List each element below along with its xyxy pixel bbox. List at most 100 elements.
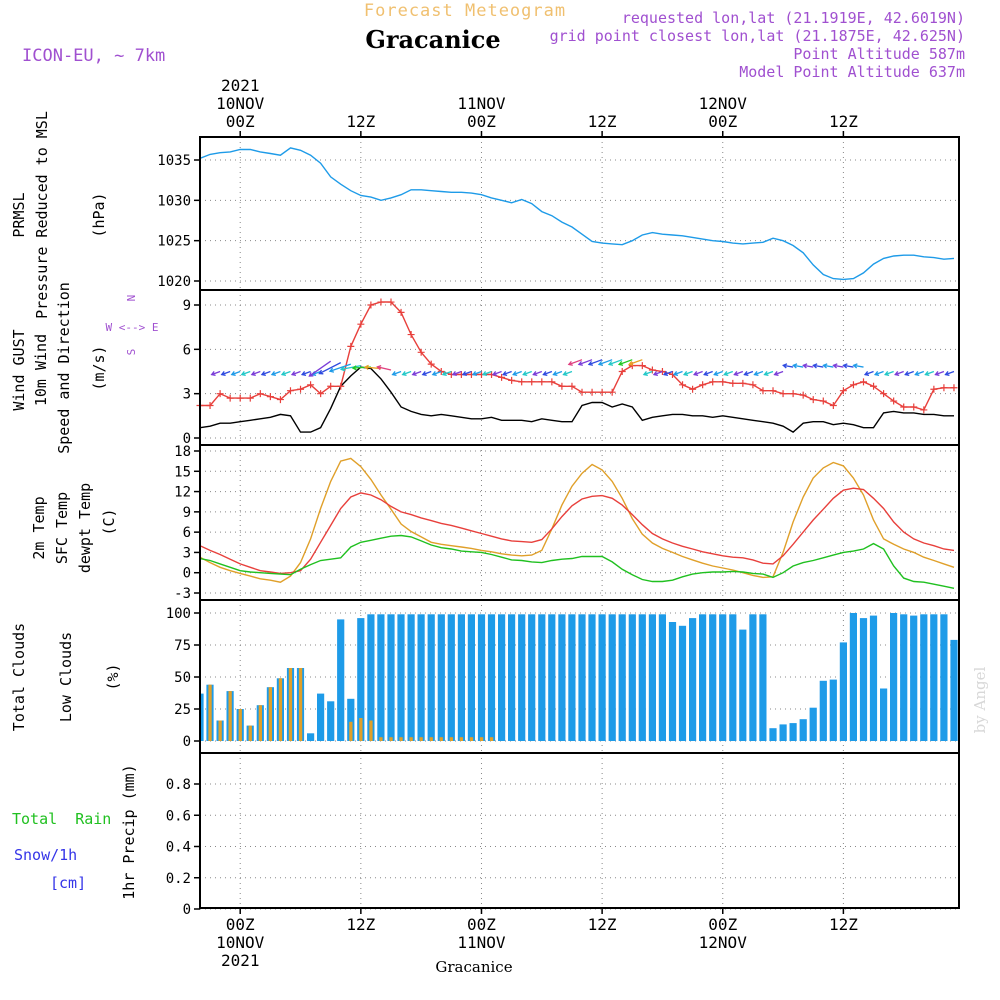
temp-label-sfc: SFC Temp — [53, 492, 71, 564]
low-cloud-bar — [439, 737, 443, 741]
total-cloud-bar — [588, 614, 596, 741]
wind-arrow-head — [376, 365, 382, 371]
wind-arrow-head — [652, 371, 659, 376]
top-time-label: 12Z — [346, 112, 375, 131]
wind-direction-arrow — [553, 370, 563, 376]
wind-direction-arrow — [683, 370, 693, 376]
wind-direction-arrow — [734, 370, 744, 376]
wind-direction-arrow — [523, 370, 532, 376]
total-cloud-bar — [638, 614, 646, 741]
wind-gust-marker — [719, 378, 727, 386]
wind-ylabel: Wind GUST 10m Wind Speed and Direction (… — [10, 282, 158, 454]
wind-arrow-head — [411, 371, 417, 376]
total-cloud-bar — [307, 733, 315, 741]
wind-gust-marker — [648, 366, 656, 374]
wind-direction-arrow — [578, 359, 593, 366]
total-cloud-bar — [467, 614, 475, 741]
wind-gust-marker — [739, 379, 747, 387]
wind-gust-marker — [638, 362, 646, 370]
y-tick-label: 3 — [183, 387, 191, 403]
total-cloud-bar — [668, 622, 677, 741]
wind-gust-marker — [870, 382, 878, 390]
wind-gust-marker — [266, 393, 274, 401]
wind-gust-marker — [518, 378, 526, 386]
wind-arrow-head — [884, 371, 890, 376]
wind-direction-arrow — [442, 370, 452, 376]
wind-direction-arrow — [643, 370, 653, 376]
wind-gust-marker — [930, 385, 938, 393]
wind-label-10m: 10m Wind — [32, 334, 50, 406]
wind-direction-arrow — [281, 370, 291, 376]
wind-arrow-head — [552, 371, 558, 376]
total-cloud-bar — [759, 614, 767, 741]
y-tick-label: 0 — [183, 734, 191, 750]
y-tick-label: 0 — [183, 431, 191, 447]
wind-arrow-head — [693, 371, 699, 376]
total-cloud-bar — [437, 614, 445, 741]
wind-arrow-head — [832, 363, 838, 369]
panel-pressure-grid: 1020 1025 1030 1035 — [157, 137, 959, 290]
wind-gust-marker — [297, 385, 305, 393]
bottom-time-label: 12Z — [346, 915, 375, 934]
wind-direction-arrow — [653, 370, 663, 376]
wind-arrow-head — [723, 371, 729, 376]
sfc-temp-line — [199, 457, 955, 583]
wind-gust-marker — [829, 401, 837, 409]
wind-direction-arrow — [905, 370, 914, 376]
precip-ylabel: 1hr Precip (mm) Total Rain Snow/1h [cm] — [12, 764, 138, 899]
wind-direction-arrow — [704, 370, 713, 376]
total-cloud-bar — [869, 615, 878, 741]
total-cloud-bar — [457, 614, 465, 741]
wind-gust-marker — [528, 378, 536, 386]
wind-gust-marker — [327, 382, 335, 390]
wind-arrow-head — [318, 369, 324, 375]
wind-direction-arrow — [935, 370, 945, 376]
wind-direction-arrow — [843, 364, 854, 368]
wind-gust-marker — [900, 403, 908, 411]
wind-arrow-head — [308, 372, 314, 377]
total-cloud-bar — [880, 688, 888, 741]
low-cloud-bar — [409, 737, 413, 741]
wind-gust-marker — [749, 381, 757, 389]
wind-direction-arrow — [211, 370, 221, 376]
total-cloud-bar — [799, 719, 807, 741]
wind-direction-arrow — [724, 370, 734, 376]
wind-gust-marker — [809, 396, 817, 404]
wind-direction-arrow — [618, 359, 633, 366]
wind-gust-marker — [679, 381, 687, 389]
low-cloud-bar — [369, 720, 373, 741]
wind-gust-marker — [317, 390, 325, 398]
wind-gust-marker — [588, 388, 596, 396]
wind-direction-arrow — [462, 370, 472, 376]
total-cloud-bar — [427, 614, 435, 741]
wind-gust-marker — [859, 378, 867, 386]
y-tick-label: 12 — [174, 485, 191, 501]
total-cloud-bar — [528, 614, 536, 741]
wind-gust-marker — [427, 360, 435, 368]
temp-units: (C) — [100, 508, 118, 535]
wind-gust-marker — [387, 298, 395, 306]
wind-gust-marker — [608, 388, 616, 396]
wind-gust-marker — [618, 368, 626, 375]
total-cloud-bar — [789, 723, 797, 741]
total-cloud-bar — [719, 614, 727, 741]
wind-arrow-head — [607, 360, 614, 366]
wind-arrow-head — [441, 371, 447, 376]
wind-direction-arrow — [329, 363, 352, 372]
top-time-label: 00Z — [226, 112, 255, 131]
wind-gust-marker — [699, 381, 707, 389]
total-cloud-bar — [578, 614, 586, 741]
total-cloud-bar — [327, 701, 335, 741]
top-time-label: 12Z — [588, 112, 617, 131]
wind-direction-arrow — [813, 364, 824, 368]
meteogram-title: Forecast Meteogram — [364, 1, 566, 21]
wind-arrow-head — [471, 371, 478, 376]
wind-arrow-head — [792, 363, 798, 369]
wind-direction-arrow — [472, 370, 482, 376]
wind-direction-arrow — [402, 370, 412, 376]
wind-gust-marker — [206, 401, 214, 409]
total-cloud-bar — [689, 618, 697, 741]
low-cloud-bar — [238, 709, 242, 741]
total-cloud-bar — [608, 614, 616, 741]
wind-arrow-head — [577, 360, 583, 366]
